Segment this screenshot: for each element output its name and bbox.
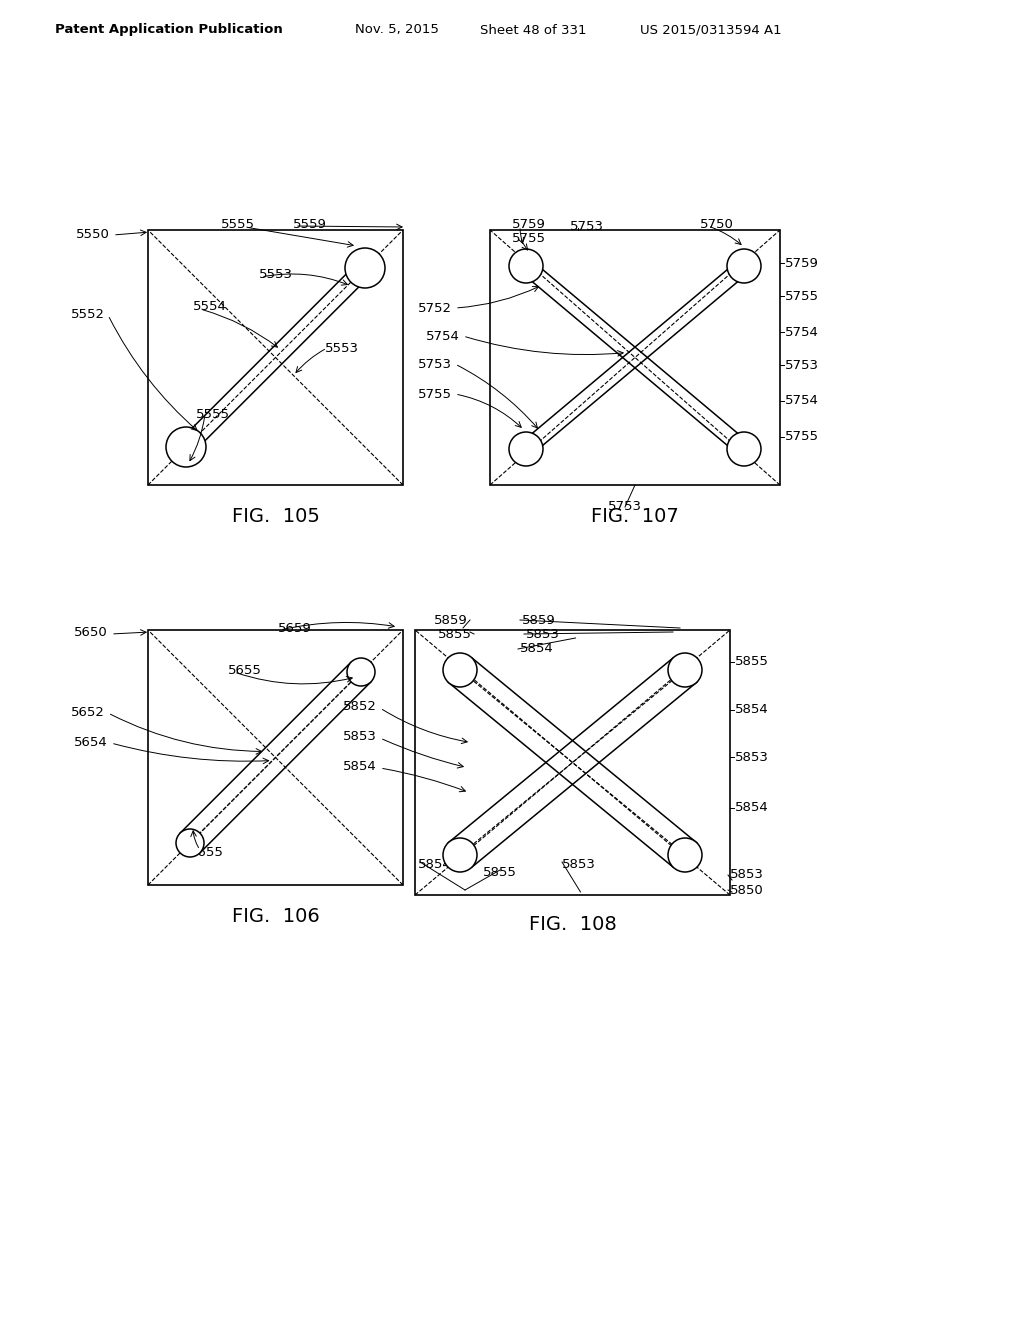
Text: 5552: 5552 <box>71 309 105 322</box>
Text: 5659: 5659 <box>278 622 311 635</box>
Text: 5655: 5655 <box>228 664 262 676</box>
Text: 5554: 5554 <box>193 301 227 314</box>
Text: 5753: 5753 <box>608 500 642 513</box>
Text: 5654: 5654 <box>75 735 108 748</box>
Text: 5753: 5753 <box>785 359 819 372</box>
Text: 5752: 5752 <box>418 301 452 314</box>
Text: 5753: 5753 <box>418 358 452 371</box>
Text: US 2015/0313594 A1: US 2015/0313594 A1 <box>640 24 781 37</box>
Text: 5852: 5852 <box>343 701 377 714</box>
Text: 5555: 5555 <box>196 408 230 421</box>
Circle shape <box>176 829 204 857</box>
Text: 5853: 5853 <box>730 869 764 882</box>
Text: 5755: 5755 <box>785 290 819 302</box>
Text: 5850: 5850 <box>730 883 764 896</box>
Text: 5855: 5855 <box>438 627 472 640</box>
Text: 5550: 5550 <box>76 228 110 242</box>
Text: 5859: 5859 <box>522 614 556 627</box>
Text: FIG.  105: FIG. 105 <box>231 507 319 527</box>
Text: 5759: 5759 <box>785 256 819 269</box>
Text: 5553: 5553 <box>325 342 359 355</box>
Circle shape <box>509 249 543 282</box>
Text: 5854: 5854 <box>418 858 452 870</box>
Text: 5853: 5853 <box>735 751 769 764</box>
Text: 5853: 5853 <box>562 858 596 870</box>
Circle shape <box>345 248 385 288</box>
Text: 5753: 5753 <box>570 219 604 232</box>
Text: Sheet 48 of 331: Sheet 48 of 331 <box>480 24 587 37</box>
Text: 5759: 5759 <box>512 218 546 231</box>
Text: 5650: 5650 <box>75 626 108 639</box>
Text: 5854: 5854 <box>343 760 377 774</box>
Text: FIG.  108: FIG. 108 <box>528 916 616 935</box>
Circle shape <box>668 653 702 686</box>
Text: 5750: 5750 <box>700 218 734 231</box>
Circle shape <box>443 838 477 873</box>
Text: Patent Application Publication: Patent Application Publication <box>55 24 283 37</box>
Text: 5853: 5853 <box>343 730 377 743</box>
Text: 5652: 5652 <box>71 705 105 718</box>
Circle shape <box>443 653 477 686</box>
Text: 5754: 5754 <box>785 326 819 338</box>
Text: 5853: 5853 <box>526 627 560 640</box>
Circle shape <box>727 249 761 282</box>
Text: 5755: 5755 <box>785 430 819 444</box>
Bar <box>415 630 730 895</box>
Text: 5555: 5555 <box>221 219 255 231</box>
Text: 5755: 5755 <box>418 388 452 400</box>
Text: 5854: 5854 <box>735 801 769 814</box>
Text: 5855: 5855 <box>483 866 517 879</box>
Text: 5854: 5854 <box>735 704 769 715</box>
Text: FIG.  106: FIG. 106 <box>231 908 319 927</box>
Text: 5755: 5755 <box>512 231 546 244</box>
Circle shape <box>668 838 702 873</box>
Text: 5859: 5859 <box>434 614 468 627</box>
Circle shape <box>347 657 375 686</box>
Text: 5655: 5655 <box>190 846 224 858</box>
Bar <box>490 230 780 484</box>
Text: Nov. 5, 2015: Nov. 5, 2015 <box>355 24 439 37</box>
Text: 5854: 5854 <box>520 642 554 655</box>
Circle shape <box>509 432 543 466</box>
Text: FIG.  107: FIG. 107 <box>591 507 679 527</box>
Bar <box>148 630 403 884</box>
Circle shape <box>166 426 206 467</box>
Text: 5855: 5855 <box>735 655 769 668</box>
Bar <box>148 230 403 484</box>
Text: 5754: 5754 <box>785 395 819 408</box>
Text: 5559: 5559 <box>293 218 327 231</box>
Text: 5754: 5754 <box>426 330 460 342</box>
Circle shape <box>727 432 761 466</box>
Text: 5553: 5553 <box>259 268 293 281</box>
